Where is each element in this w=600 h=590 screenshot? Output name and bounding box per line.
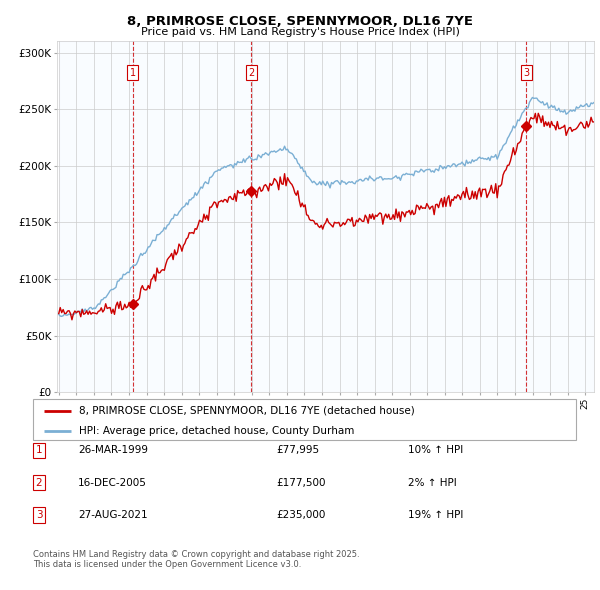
- Text: 3: 3: [35, 510, 43, 520]
- Text: 2: 2: [248, 68, 254, 78]
- Bar: [133, 41, 251, 392]
- Bar: [59, 41, 133, 392]
- Text: 16-DEC-2005: 16-DEC-2005: [78, 478, 147, 487]
- Text: 1: 1: [130, 68, 136, 78]
- Text: £235,000: £235,000: [276, 510, 325, 520]
- Text: 19% ↑ HPI: 19% ↑ HPI: [408, 510, 463, 520]
- Text: £177,500: £177,500: [276, 478, 325, 487]
- Text: 26-MAR-1999: 26-MAR-1999: [78, 445, 148, 455]
- Text: 2% ↑ HPI: 2% ↑ HPI: [408, 478, 457, 487]
- Bar: [251, 41, 526, 392]
- Text: 1: 1: [35, 445, 43, 455]
- Text: HPI: Average price, detached house, County Durham: HPI: Average price, detached house, Coun…: [79, 426, 355, 436]
- Bar: [526, 41, 594, 392]
- Text: 3: 3: [523, 68, 529, 78]
- Text: 8, PRIMROSE CLOSE, SPENNYMOOR, DL16 7YE: 8, PRIMROSE CLOSE, SPENNYMOOR, DL16 7YE: [127, 15, 473, 28]
- Text: Price paid vs. HM Land Registry's House Price Index (HPI): Price paid vs. HM Land Registry's House …: [140, 27, 460, 37]
- Text: £77,995: £77,995: [276, 445, 319, 455]
- FancyBboxPatch shape: [33, 399, 576, 440]
- Text: 8, PRIMROSE CLOSE, SPENNYMOOR, DL16 7YE (detached house): 8, PRIMROSE CLOSE, SPENNYMOOR, DL16 7YE …: [79, 406, 415, 416]
- Text: Contains HM Land Registry data © Crown copyright and database right 2025.
This d: Contains HM Land Registry data © Crown c…: [33, 550, 359, 569]
- Text: 2: 2: [35, 478, 43, 487]
- Text: 10% ↑ HPI: 10% ↑ HPI: [408, 445, 463, 455]
- Text: 27-AUG-2021: 27-AUG-2021: [78, 510, 148, 520]
